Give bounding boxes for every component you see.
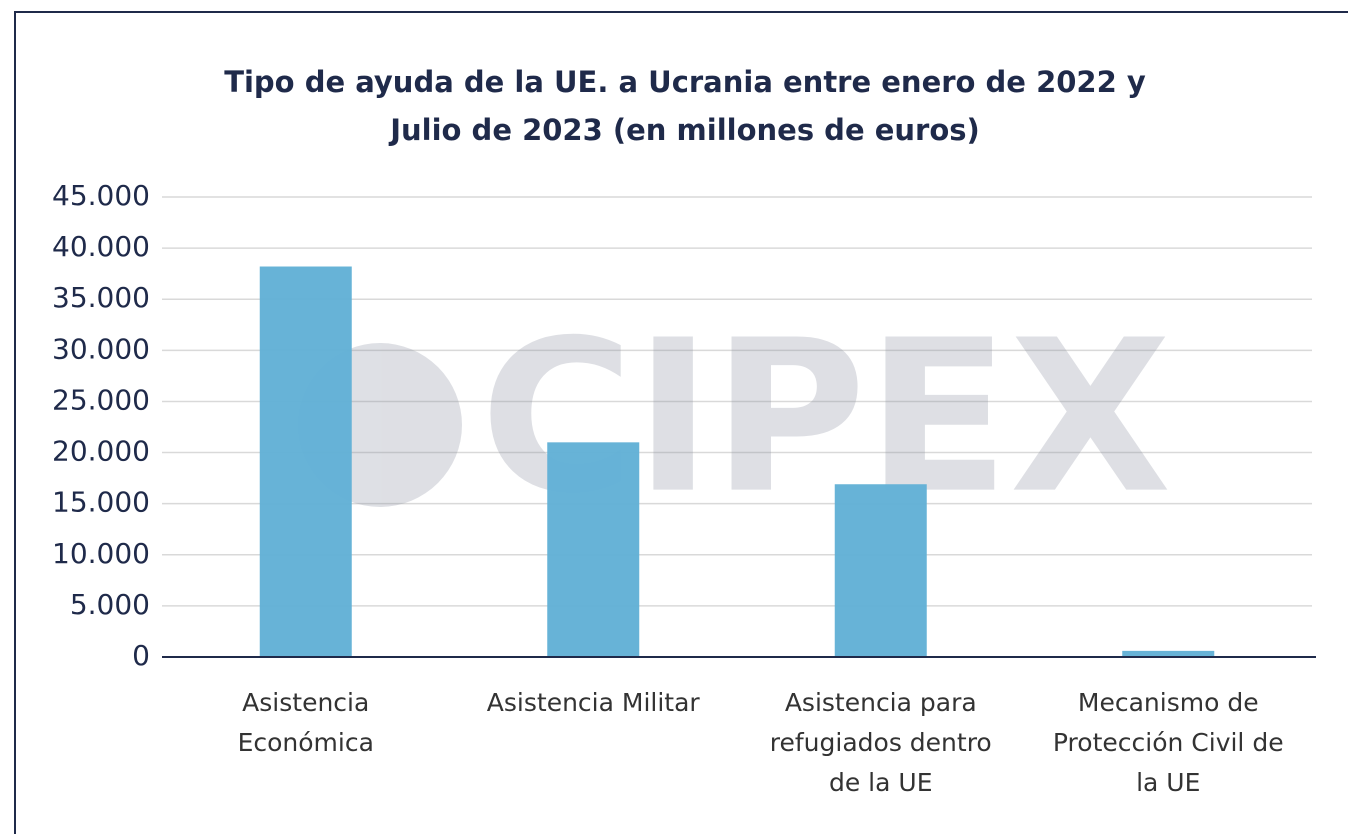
grid — [162, 196, 1312, 658]
y-tick-label: 30.000 — [52, 332, 150, 365]
bar — [1122, 650, 1215, 657]
y-tick-label: 25.000 — [52, 383, 150, 416]
y-tick-label: 35.000 — [52, 281, 150, 314]
y-tick-label: 5.000 — [70, 588, 150, 621]
frame — [14, 11, 1348, 834]
chart-title: Tipo de ayuda de la UE. a Ucrania entre … — [224, 65, 1146, 147]
bar — [547, 442, 640, 657]
y-tick-label: 45.000 — [52, 179, 150, 212]
y-tick-label: 40.000 — [52, 230, 150, 263]
watermark-group: CIPEX — [298, 295, 1172, 540]
y-tick-label: 20.000 — [52, 435, 150, 468]
x-tick-label: Mecanismo de Protección Civil de la UE — [1052, 688, 1284, 797]
x-tick-label: Asistencia Económica — [237, 688, 374, 757]
y-tick-label: 15.000 — [52, 486, 150, 519]
bar — [834, 484, 927, 657]
bar — [259, 266, 352, 657]
y-tick-label: 10.000 — [52, 537, 150, 570]
x-tick-label: Asistencia Militar — [486, 688, 700, 717]
y-tick-label: 0 — [132, 639, 150, 672]
x-tick-label: Asistencia para refugiados dentro de la … — [769, 688, 992, 797]
